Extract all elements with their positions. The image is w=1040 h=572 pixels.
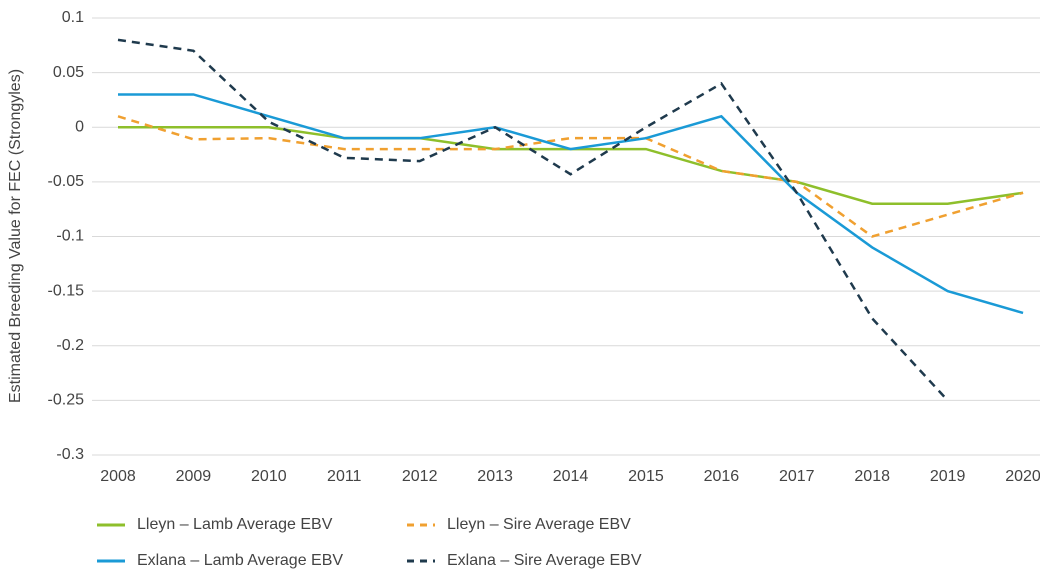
- legend-label: Lleyn – Sire Average EBV: [447, 516, 631, 533]
- y-tick-label: -0.25: [48, 392, 85, 409]
- legend-label: Exlana – Lamb Average EBV: [137, 552, 343, 569]
- y-tick-label: -0.3: [56, 446, 84, 463]
- y-tick-label: -0.1: [56, 228, 84, 245]
- y-axis-title: Estimated Breeding Value for FEC (Strong…: [7, 69, 24, 403]
- x-tick-label: 2008: [100, 468, 136, 485]
- y-tick-label: -0.15: [48, 282, 85, 299]
- x-tick-label: 2015: [628, 468, 664, 485]
- y-tick-label: 0.1: [62, 9, 84, 26]
- series-line: [117, 38, 949, 402]
- y-tick-label: 0.05: [53, 64, 84, 81]
- x-tick-label: 2011: [327, 468, 362, 485]
- series-line: [118, 93, 1024, 315]
- x-tick-label: 2019: [930, 468, 966, 485]
- x-tick-label: 2014: [553, 468, 589, 485]
- y-tick-label: -0.2: [56, 337, 84, 354]
- x-tick-label: 2018: [854, 468, 890, 485]
- legend-label: Exlana – Sire Average EBV: [447, 552, 642, 569]
- series-line: [118, 126, 1024, 205]
- x-tick-label: 2012: [402, 468, 438, 485]
- x-tick-label: 2017: [779, 468, 815, 485]
- x-tick-label: 2013: [477, 468, 513, 485]
- x-tick-label: 2010: [251, 468, 287, 485]
- y-tick-label: -0.05: [48, 173, 85, 190]
- x-tick-label: 2016: [704, 468, 740, 485]
- y-tick-label: 0: [75, 118, 84, 135]
- legend-label: Lleyn – Lamb Average EBV: [137, 516, 333, 533]
- x-tick-label: 2009: [176, 468, 212, 485]
- x-tick-label: 2020: [1005, 468, 1040, 485]
- series-line: [117, 115, 1024, 238]
